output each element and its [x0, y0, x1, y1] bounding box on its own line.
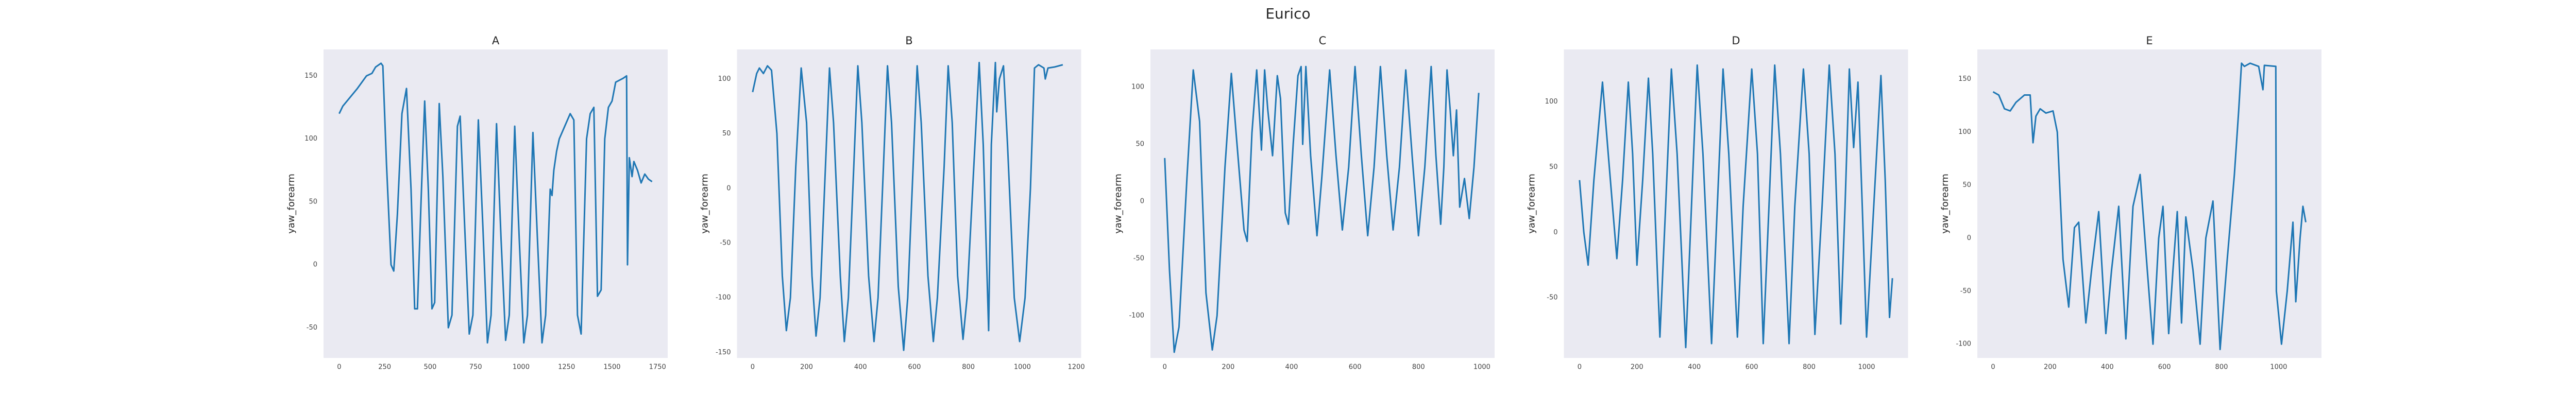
y-tick-label: -100 — [716, 294, 731, 302]
x-tick-label: 250 — [378, 364, 391, 371]
x-tick-label: 800 — [962, 364, 975, 371]
x-tick-label: 0 — [1991, 364, 1995, 371]
x-tick-label: 1000 — [1858, 364, 1875, 371]
y-tick-label: 100 — [1958, 128, 1971, 136]
x-tick-label: 200 — [1222, 364, 1234, 371]
x-tick-label: 500 — [423, 364, 436, 371]
x-tick-label: 800 — [1803, 364, 1816, 371]
x-tick-label: 1000 — [1473, 364, 1490, 371]
x-tick-label: 0 — [337, 364, 341, 371]
x-tick-label: 600 — [1745, 364, 1758, 371]
subplot-title: A — [492, 35, 500, 47]
y-tick-label: 150 — [304, 72, 317, 80]
x-tick-label: 200 — [1631, 364, 1643, 371]
y-tick-label: -50 — [1133, 254, 1144, 262]
subplot-title: C — [1319, 35, 1327, 47]
y-tick-label: -50 — [1960, 287, 1971, 295]
y-axis-label: yaw_forearm — [700, 174, 710, 233]
x-tick-label: 1200 — [1068, 364, 1085, 371]
x-tick-label: 800 — [1412, 364, 1425, 371]
x-tick-label: 1000 — [1014, 364, 1031, 371]
x-tick-label: 400 — [1688, 364, 1701, 371]
y-tick-label: 100 — [304, 135, 317, 143]
x-tick-label: 1750 — [649, 364, 666, 371]
x-tick-label: 600 — [1349, 364, 1362, 371]
y-tick-label: -100 — [1956, 340, 1971, 348]
x-tick-label: 0 — [1163, 364, 1167, 371]
y-axis-label: yaw_forearm — [286, 174, 297, 233]
subplot-title: E — [2146, 35, 2153, 47]
y-tick-label: 50 — [1136, 141, 1144, 148]
y-tick-label: -150 — [716, 349, 731, 356]
y-tick-label: -50 — [307, 324, 317, 332]
data-line — [1579, 64, 1893, 349]
data-line — [752, 61, 1063, 351]
x-tick-label: 200 — [2044, 364, 2057, 371]
x-tick-label: 800 — [2215, 364, 2228, 371]
data-line — [338, 62, 653, 344]
x-tick-label: 750 — [469, 364, 482, 371]
subplot-title: D — [1732, 35, 1740, 47]
y-tick-label: 0 — [1140, 198, 1144, 205]
x-tick-label: 400 — [2101, 364, 2114, 371]
x-tick-label: 1000 — [513, 364, 530, 371]
x-tick-label: 400 — [854, 364, 867, 371]
y-tick-label: -50 — [1547, 294, 1557, 302]
y-tick-label: 100 — [1545, 98, 1558, 106]
y-tick-label: -100 — [1129, 312, 1144, 319]
y-tick-label: 150 — [1958, 75, 1971, 83]
x-tick-label: 1250 — [558, 364, 575, 371]
subplot-title: B — [905, 35, 912, 47]
x-tick-label: 1500 — [603, 364, 620, 371]
x-tick-label: 600 — [908, 364, 921, 371]
x-tick-label: 600 — [2158, 364, 2171, 371]
y-axis-label: yaw_forearm — [1940, 174, 1951, 233]
x-tick-label: 1000 — [2270, 364, 2287, 371]
data-line — [1992, 62, 2307, 351]
x-tick-label: 200 — [800, 364, 813, 371]
x-tick-label: 0 — [1578, 364, 1582, 371]
figure-title: Eurico — [1265, 5, 1310, 22]
y-tick-label: 100 — [718, 75, 731, 83]
x-tick-label: 0 — [751, 364, 755, 371]
x-tick-label: 400 — [1285, 364, 1298, 371]
y-tick-label: 50 — [1962, 181, 1971, 189]
y-tick-label: 50 — [1549, 163, 1558, 171]
y-tick-label: 50 — [722, 130, 731, 138]
y-tick-label: 0 — [1967, 234, 1971, 242]
y-tick-label: -50 — [720, 239, 731, 247]
y-tick-label: 0 — [313, 261, 317, 269]
y-tick-label: 100 — [1131, 83, 1144, 91]
y-tick-label: 0 — [726, 184, 731, 192]
y-tick-label: 50 — [309, 198, 317, 205]
plot-area — [324, 49, 668, 358]
y-axis-label: yaw_forearm — [1527, 174, 1537, 233]
y-tick-label: 0 — [1553, 229, 1557, 236]
data-line — [1164, 65, 1480, 353]
y-axis-label: yaw_forearm — [1113, 174, 1124, 233]
